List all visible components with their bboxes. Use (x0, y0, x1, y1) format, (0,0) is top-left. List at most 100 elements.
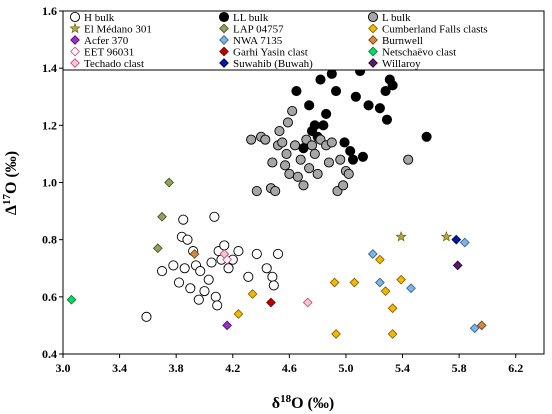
data-point (210, 291, 221, 302)
x-axis-label: δ18O (‰) (272, 393, 334, 412)
data-point (440, 230, 452, 242)
legend-marker (69, 11, 81, 23)
data-point (339, 137, 350, 148)
data-point (291, 85, 302, 97)
data-point (363, 100, 374, 111)
legend-label: Burnwell (382, 35, 423, 47)
data-point (274, 126, 285, 137)
data-point (403, 154, 414, 165)
data-point (179, 263, 190, 274)
data-point (212, 300, 223, 311)
legend-label: LL bulk (233, 12, 269, 24)
data-point (195, 266, 206, 277)
data-point (451, 234, 462, 245)
legend-label: Acfer 370 (84, 35, 129, 47)
data-point (326, 68, 337, 79)
data-point (247, 289, 258, 299)
data-point (261, 263, 272, 274)
data-point (304, 100, 315, 111)
x-tick-label: 3.8 (169, 361, 184, 375)
legend-label: Cumberland Falls clasts (382, 24, 488, 36)
data-point (338, 180, 349, 191)
data-point (206, 257, 217, 268)
data-point (387, 329, 398, 339)
data-point (309, 120, 320, 131)
data-point (395, 230, 407, 242)
x-tick-label: 3.0 (56, 361, 71, 375)
data-point (318, 120, 329, 131)
data-point (309, 148, 320, 159)
data-point (476, 320, 487, 331)
data-point (178, 214, 189, 225)
data-point (375, 277, 385, 288)
data-point (246, 134, 257, 145)
data-point (185, 283, 196, 294)
y-tick-label: 1.6 (42, 4, 57, 18)
data-point (189, 249, 200, 259)
legend-marker (219, 35, 229, 45)
data-point (277, 137, 288, 148)
legend-label: Suwahib (Buwah) (233, 58, 313, 70)
data-point (331, 329, 341, 339)
data-point (266, 297, 276, 308)
data-point (421, 131, 432, 142)
data-point (452, 260, 463, 271)
x-tick-label: 4.2 (225, 361, 240, 375)
data-point (323, 157, 335, 168)
data-point (380, 85, 391, 97)
legend-label: El Médano 301 (84, 24, 152, 36)
data-point (349, 277, 360, 288)
data-point (182, 234, 193, 245)
data-point (304, 163, 315, 174)
x-tick-label: 5.4 (395, 361, 410, 375)
legend-label: Netschaëvo clast (382, 47, 456, 59)
data-point (350, 91, 361, 102)
legend-box (62, 10, 545, 71)
data-point (298, 180, 309, 191)
data-point (173, 277, 185, 288)
data-point (343, 168, 354, 179)
legend: H bulk LL bulk L bulk El Médano 301 LAP 0475… (69, 11, 488, 70)
legend-marker (70, 46, 80, 57)
y-tick-label: 0.6 (42, 290, 57, 304)
data-point (375, 254, 385, 265)
y-tick-label: 1.0 (42, 176, 57, 190)
data-point (374, 103, 385, 114)
data-point (251, 186, 262, 197)
data-point (396, 274, 406, 285)
data-point (260, 134, 271, 145)
axis-ticks: 3.0 3.4 3.8 4.2 4.6 5.0 5.4 5.8 6.2 0.4 0.6 0.8 1.0 1… (42, 4, 523, 375)
data-point (298, 143, 309, 154)
data-point (219, 249, 230, 259)
legend-marker (368, 23, 378, 34)
data-point (295, 154, 306, 165)
data-point (223, 263, 234, 274)
data-point (157, 211, 167, 222)
data-point (282, 117, 293, 128)
legend-label: Techado clast (84, 58, 144, 70)
data-point (168, 260, 179, 271)
data-point (326, 137, 337, 148)
x-tick-label: 5.0 (338, 361, 353, 375)
x-tick-label: 6.2 (508, 361, 523, 375)
data-point (315, 74, 326, 85)
data-point (306, 140, 318, 151)
y-tick-label: 0.8 (42, 233, 57, 247)
data-point (406, 283, 416, 294)
legend-marker (367, 11, 379, 23)
data-point (347, 154, 359, 165)
data-point (219, 240, 230, 251)
data-point (469, 323, 480, 334)
data-point (387, 303, 398, 314)
legend-marker (368, 46, 378, 57)
legend-marker (218, 11, 230, 23)
data-point (209, 211, 220, 222)
data-point (243, 271, 254, 282)
data-point (280, 160, 291, 171)
data-point (357, 151, 368, 162)
legend-label: EET 96031 (84, 47, 134, 59)
data-point (380, 286, 391, 296)
data-point (156, 266, 168, 277)
legend-label: Garhi Yasin clast (233, 47, 308, 59)
